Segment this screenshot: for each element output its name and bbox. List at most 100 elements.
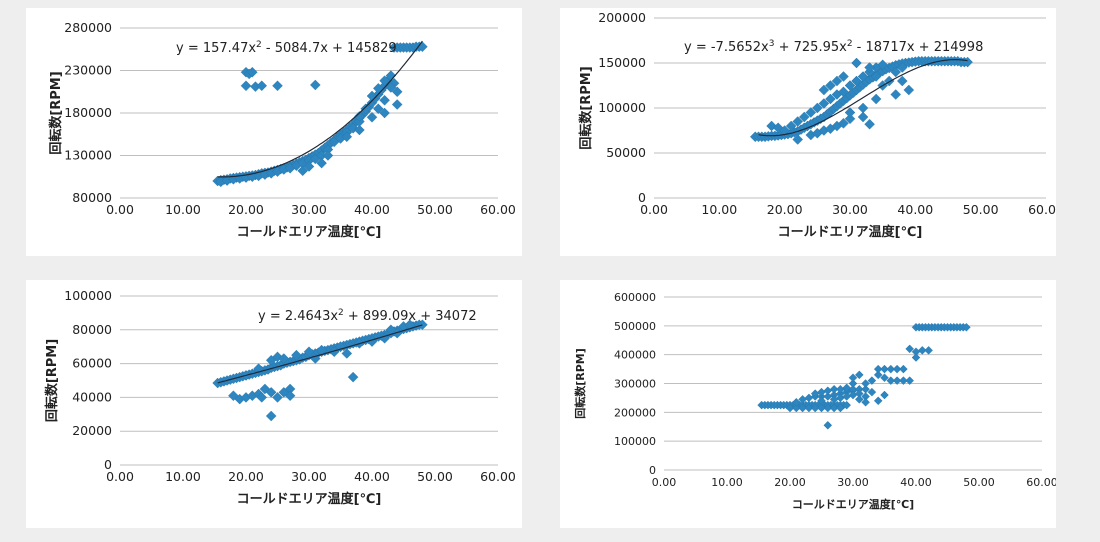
data-point xyxy=(792,116,804,127)
data-point xyxy=(354,124,365,136)
data-point xyxy=(861,397,870,407)
data-point xyxy=(379,75,390,86)
data-point xyxy=(864,62,875,73)
data-point xyxy=(844,113,856,125)
data-point xyxy=(899,364,908,374)
y-tick-label: 80000 xyxy=(72,190,112,205)
data-point xyxy=(842,400,851,410)
data-point xyxy=(303,346,315,358)
data-point xyxy=(823,421,833,430)
y-tick-label: 0 xyxy=(649,464,656,477)
data-point xyxy=(316,157,327,169)
data-point xyxy=(886,376,896,385)
data-point xyxy=(848,379,858,388)
data-point xyxy=(798,111,810,123)
data-point xyxy=(817,403,826,413)
trendline xyxy=(217,40,423,178)
chart-panel-bottom-right: 0 100000 200000 300000 400000 500000 600000 0.0… xyxy=(560,280,1056,528)
data-point xyxy=(886,364,896,374)
y-tick-label: 0 xyxy=(104,457,112,472)
data-point xyxy=(805,107,817,118)
x-tick-label: 40.00 xyxy=(354,469,390,484)
data-point xyxy=(857,102,869,114)
data-point xyxy=(265,410,277,422)
data-point xyxy=(303,161,315,172)
data-point xyxy=(240,80,252,92)
data-point xyxy=(892,376,902,385)
data-point xyxy=(851,57,862,69)
y-tick-label: 0 xyxy=(638,190,646,205)
data-point xyxy=(341,348,353,359)
data-point xyxy=(844,80,856,91)
data-point xyxy=(792,397,801,407)
data-point xyxy=(867,376,877,385)
data-point xyxy=(810,403,820,413)
y-tick-label: 200000 xyxy=(614,406,656,419)
data-point xyxy=(855,395,864,404)
x-axis-title: コールドエリア温度[℃] xyxy=(792,497,914,511)
y-tick-label: 600000 xyxy=(614,291,656,304)
x-tick-label: 60.00 xyxy=(480,202,516,217)
y-tick-label: 80000 xyxy=(72,322,112,337)
trendline xyxy=(217,324,423,384)
chart-panel-bottom-left: 0 20000 40000 60000 80000 100000 0.00 10.00 20.0… xyxy=(26,280,522,528)
x-axis-title: コールドエリア温度[℃] xyxy=(237,491,382,507)
x-axis-title: コールドエリア温度[℃] xyxy=(778,224,923,240)
y-axis-title: 回転数[RPM] xyxy=(48,71,64,154)
data-point xyxy=(256,392,268,403)
data-point xyxy=(385,82,397,93)
data-point xyxy=(905,376,914,385)
data-point xyxy=(341,131,353,143)
data-point xyxy=(890,89,902,100)
data-point xyxy=(844,107,856,118)
x-tick-label: 10.00 xyxy=(165,469,201,484)
data-point xyxy=(892,364,902,374)
data-point xyxy=(391,86,403,98)
data-point xyxy=(373,103,384,115)
data-point xyxy=(360,103,371,115)
x-tick-label: 40.00 xyxy=(900,476,932,489)
data-point xyxy=(864,118,875,130)
x-tick-label: 0.00 xyxy=(106,202,134,217)
data-point xyxy=(838,118,849,129)
x-tick-label: 0.00 xyxy=(640,202,668,217)
x-tick-label: 40.00 xyxy=(897,202,933,217)
data-point xyxy=(310,79,321,91)
x-tick-label: 20.00 xyxy=(228,202,264,217)
data-point xyxy=(918,346,927,355)
data-point xyxy=(818,98,830,109)
data-point xyxy=(785,403,795,413)
trendline-equation: y = 157.47x2 - 5084.7x + 145829 xyxy=(176,40,397,56)
data-point xyxy=(857,71,869,82)
data-point xyxy=(823,403,833,413)
data-point xyxy=(855,370,864,380)
x-tick-label: 30.00 xyxy=(832,202,868,217)
x-tick-label: 50.00 xyxy=(963,476,995,489)
data-point xyxy=(924,346,933,355)
data-point xyxy=(857,111,869,123)
y-tick-label: 400000 xyxy=(614,349,656,362)
data-point xyxy=(829,384,839,394)
trendline xyxy=(758,59,968,137)
y-tick-label: 100000 xyxy=(64,288,112,303)
data-point xyxy=(896,62,908,73)
data-point xyxy=(848,373,858,383)
data-point xyxy=(842,383,851,393)
data-point xyxy=(804,393,814,403)
y-tick-label: 20000 xyxy=(72,423,112,438)
data-point xyxy=(870,71,882,82)
data-point xyxy=(278,353,290,364)
chart-panel-top-right: 0 50000 100000 150000 200000 0.00 10.00 20.00 30… xyxy=(560,8,1056,256)
data-point xyxy=(831,75,843,87)
data-point xyxy=(880,364,889,374)
data-point xyxy=(911,353,921,362)
y-tick-label: 180000 xyxy=(64,105,112,120)
data-point xyxy=(297,165,308,177)
data-point xyxy=(272,392,283,403)
data-point xyxy=(347,371,359,383)
data-point xyxy=(962,322,971,332)
data-point xyxy=(391,99,403,110)
y-tick-label: 100000 xyxy=(598,100,646,115)
data-point xyxy=(792,403,801,413)
data-point xyxy=(818,84,830,96)
